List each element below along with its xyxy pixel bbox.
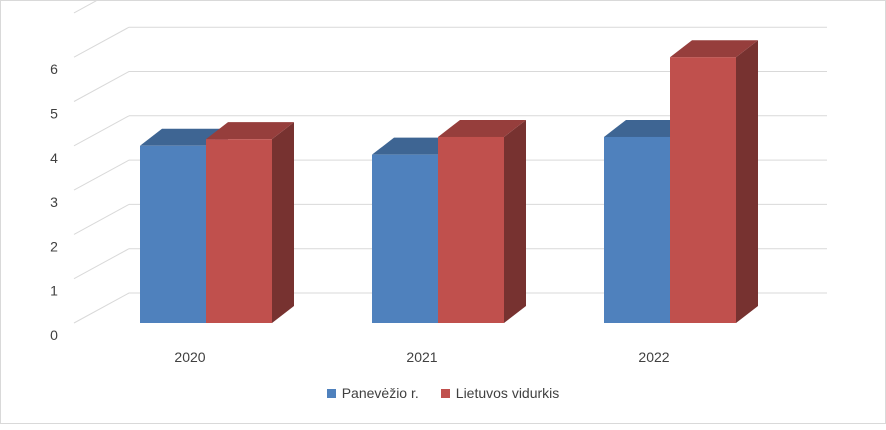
bar [438,136,504,323]
legend-label-series-2: Lietuvos vidurkis [455,385,560,401]
y-tick-label: 2 [50,238,58,254]
y-tick-label: 4 [50,150,58,166]
legend: Panevėžio r. Lietuvos vidurkis [0,385,886,401]
gridline-diagonal [73,71,130,102]
gridline-diagonal [73,26,130,58]
bars [140,40,758,323]
gridline-diagonal [73,159,130,191]
legend-swatch-series-2 [440,388,450,398]
legend-item-series-1: Panevėžio r. [326,385,419,401]
bar-side [736,40,758,323]
x-tick-label: 2020 [174,349,205,365]
bar-side [504,119,526,323]
y-tick-label: 5 [50,106,58,122]
bar-top [206,122,294,140]
x-tick-label: 2021 [406,349,437,365]
legend-swatch-series-1 [326,388,336,398]
gridline-diagonal [73,292,130,324]
legend-label-series-1: Panevėžio r. [341,385,419,401]
x-tick-label: 2022 [638,349,669,365]
bar-side [272,122,294,323]
y-tick-label: 6 [50,61,58,77]
bar [604,136,670,323]
y-axis-ticks: 0 1 2 3 4 5 6 [50,61,58,343]
gridline-diagonal [73,248,130,280]
legend-item-series-2: Lietuvos vidurkis [440,385,560,401]
y-tick-label: 0 [50,327,58,343]
x-axis-ticks: 2020 2021 2022 [174,349,669,365]
gridline-diagonal [73,115,130,147]
bar [372,154,438,323]
bar-top [438,119,526,137]
gridline-diagonal [73,0,99,14]
bar [206,139,272,323]
bar-top [670,40,758,58]
bar [140,145,206,323]
bar [670,57,736,323]
y-tick-label: 3 [50,194,58,210]
y-tick-label: 1 [50,283,58,299]
gridline-diagonal [73,203,130,235]
